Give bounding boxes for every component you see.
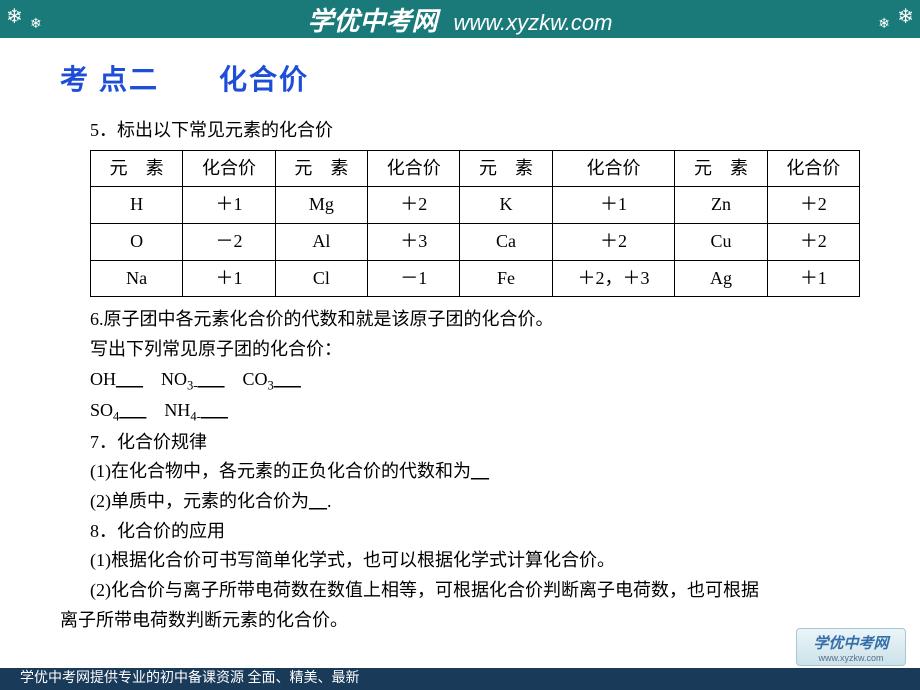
table-cell: Mg: [275, 187, 367, 224]
table-cell: －1: [368, 260, 460, 297]
table-cell: －2: [183, 224, 275, 261]
blank: __: [471, 461, 489, 481]
item-8-sub2b: 离子所带电荷数判断元素的化合价。: [60, 606, 860, 636]
snowflake-icon: ❄: [878, 16, 890, 33]
snowflake-icon: ❄: [30, 16, 42, 33]
table-cell: ＋3: [368, 224, 460, 261]
table-cell: ＋1: [183, 187, 275, 224]
item-8-sub2: (2)化合价与离子所带电荷数在数值上相等，可根据化合价判断离子电荷数，也可根据: [90, 576, 860, 606]
ion-oh: OH: [90, 369, 116, 389]
table-cell: Zn: [675, 187, 767, 224]
table-header: 元 素: [460, 150, 552, 187]
table-cell: K: [460, 187, 552, 224]
blank: __: [309, 491, 327, 511]
watermark-url: www.xyzkw.com: [818, 653, 883, 663]
table-cell: Ca: [460, 224, 552, 261]
table-header-row: 元 素 化合价 元 素 化合价 元 素 化合价 元 素 化合价: [91, 150, 860, 187]
item-7-sub2: (2)单质中，元素的化合价为__.: [90, 487, 860, 517]
snowflake-icon: ❄: [6, 4, 23, 29]
table-cell: Al: [275, 224, 367, 261]
item-8-sub1: (1)根据化合价可书写简单化学式，也可以根据化学式计算化合价。: [90, 546, 860, 576]
ion-sub: 4-: [190, 410, 201, 424]
item-7-label: 7．化合价规律: [90, 428, 860, 458]
section-title: 考 点二 化合价: [60, 58, 860, 98]
item-5-label: 5．标出以下常见元素的化合价: [90, 116, 860, 146]
table-cell: ＋1: [552, 187, 675, 224]
site-url: www.xyzkw.com: [454, 10, 613, 36]
item-6-ions-row1: OH___ NO3-___ CO3___: [90, 365, 860, 396]
blank: ___: [274, 369, 301, 389]
ion-co3: CO: [243, 369, 268, 389]
page-header: ❄ ❄ ❄ ❄ 学优中考网 www.xyzkw.com: [0, 0, 920, 38]
ion-nh4: NH: [164, 400, 190, 420]
table-cell: Cl: [275, 260, 367, 297]
item-7-sub1: (1)在化合物中，各元素的正负化合价的代数和为__: [90, 457, 860, 487]
blank: ___: [201, 400, 228, 420]
ion-no3: NO: [161, 369, 187, 389]
blank: ___: [198, 369, 225, 389]
blank: ___: [116, 369, 143, 389]
table-cell: ＋1: [183, 260, 275, 297]
item-6-line1: 6.原子团中各元素化合价的代数和就是该原子团的化合价。: [90, 305, 860, 335]
table-header: 化合价: [368, 150, 460, 187]
table-cell: ＋2，＋3: [552, 260, 675, 297]
table-cell: ＋2: [767, 224, 859, 261]
site-title: 学优中考网: [308, 1, 438, 38]
table-cell: ＋1: [767, 260, 859, 297]
table-row: O －2 Al ＋3 Ca ＋2 Cu ＋2: [91, 224, 860, 261]
blank: ___: [119, 400, 146, 420]
table-cell: Ag: [675, 260, 767, 297]
table-header: 元 素: [91, 150, 183, 187]
table-cell: O: [91, 224, 183, 261]
table-cell: ＋2: [767, 187, 859, 224]
table-cell: ＋2: [552, 224, 675, 261]
table-cell: Na: [91, 260, 183, 297]
watermark-title: 学优中考网: [813, 632, 888, 653]
ion-sub: 3-: [187, 378, 198, 392]
footer-text: 学优中考网提供专业的初中备课资源 全面、精美、最新: [20, 671, 360, 686]
table-cell: H: [91, 187, 183, 224]
table-header: 元 素: [675, 150, 767, 187]
table-cell: ＋2: [368, 187, 460, 224]
table-header: 化合价: [183, 150, 275, 187]
item-6-ions-row2: SO4___ NH4-___: [90, 396, 860, 427]
item-8-label: 8．化合价的应用: [90, 517, 860, 547]
table-header: 元 素: [275, 150, 367, 187]
header-text: 学优中考网 www.xyzkw.com: [308, 1, 613, 38]
table-row: Na ＋1 Cl －1 Fe ＋2，＋3 Ag ＋1: [91, 260, 860, 297]
body-text: 5．标出以下常见元素的化合价 元 素 化合价 元 素 化合价 元 素 化合价 元…: [60, 116, 860, 635]
table-row: H ＋1 Mg ＋2 K ＋1 Zn ＋2: [91, 187, 860, 224]
table-header: 化合价: [552, 150, 675, 187]
watermark-badge: 学优中考网 www.xyzkw.com: [796, 628, 906, 666]
content-area: 考 点二 化合价 5．标出以下常见元素的化合价 元 素 化合价 元 素 化合价 …: [0, 38, 920, 635]
table-header: 化合价: [767, 150, 859, 187]
valence-table: 元 素 化合价 元 素 化合价 元 素 化合价 元 素 化合价 H ＋1 Mg …: [90, 150, 860, 298]
ion-so4: SO: [90, 400, 113, 420]
table-cell: Cu: [675, 224, 767, 261]
item-6-line2: 写出下列常见原子团的化合价：: [90, 335, 860, 365]
table-cell: Fe: [460, 260, 552, 297]
snowflake-icon: ❄: [897, 4, 914, 29]
page-footer: 学优中考网提供专业的初中备课资源 全面、精美、最新: [0, 668, 920, 690]
